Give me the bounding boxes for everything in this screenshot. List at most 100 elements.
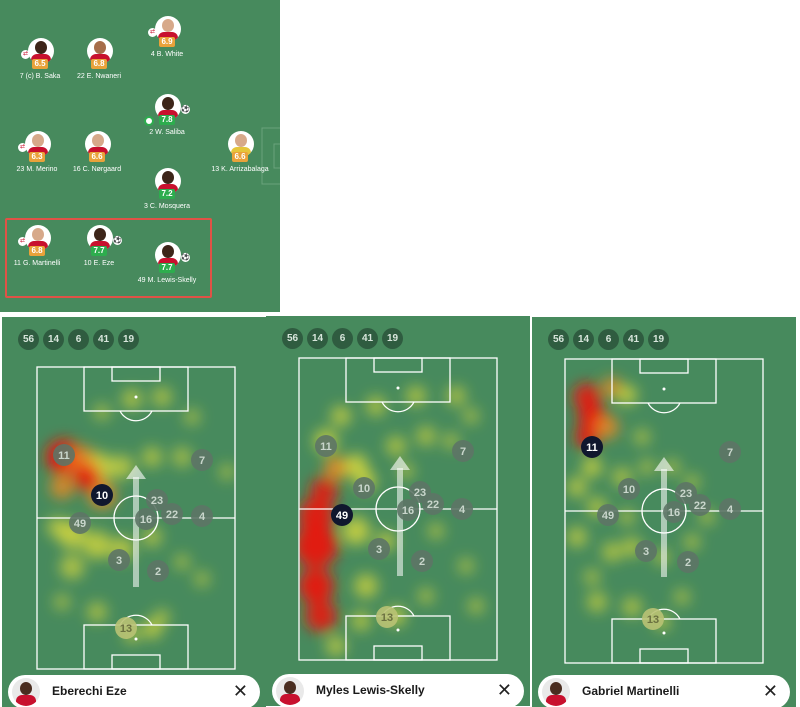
filter-chip[interactable]: 6 <box>68 329 89 350</box>
filter-chip[interactable]: 56 <box>282 328 303 349</box>
heat-blob <box>54 594 70 610</box>
player-marker-13[interactable]: 13 <box>642 608 664 630</box>
close-icon[interactable]: ✕ <box>762 681 778 701</box>
heat-blob <box>305 600 337 632</box>
heat-blob <box>142 619 162 639</box>
player-rating: 6.8 <box>29 246 45 256</box>
heat-blob <box>154 609 170 625</box>
marker-circle <box>108 549 130 571</box>
marker-label: 11 <box>586 442 598 454</box>
player-marker-7[interactable]: 7 <box>452 440 474 462</box>
marker-label: 22 <box>427 499 439 511</box>
goal-area-bottom <box>639 648 689 664</box>
marker-label: 2 <box>419 556 425 568</box>
filter-chip[interactable]: 14 <box>573 329 594 350</box>
player-marker-10[interactable]: 10 <box>353 477 375 499</box>
player-marker-11[interactable]: 11 <box>315 435 337 457</box>
close-icon[interactable]: ✕ <box>232 681 248 701</box>
lineup-player-saka[interactable]: 6.5 7 (c) B. Saka ⇄ <box>0 38 95 106</box>
player-name: C. Mosquera <box>149 203 190 210</box>
player-marker-3[interactable]: 3 <box>108 549 130 571</box>
player-marker-49[interactable]: 49 <box>597 504 619 526</box>
player-number: 10 <box>83 260 92 267</box>
filter-chip[interactable]: 6 <box>598 329 619 350</box>
lineup-player-merino[interactable]: 6.3 23 M. Merino ⇄ <box>0 131 92 199</box>
marker-label: 7 <box>727 447 733 459</box>
selected-player-card[interactable]: Eberechi Eze ✕ <box>8 675 260 707</box>
player-marker-49[interactable]: 49 <box>69 512 91 534</box>
lineup-player-martinelli[interactable]: 6.8 11 G. Martinelli ⇄ <box>0 225 92 293</box>
player-marker-16[interactable]: 16 <box>135 508 157 530</box>
player-rating: 6.5 <box>32 59 48 69</box>
lineup-player-norgaard[interactable]: 6.6 16 C. Nørgaard <box>42 131 152 199</box>
player-marker-10[interactable]: 10 <box>91 484 113 506</box>
marker-label: 16 <box>140 514 152 526</box>
heat-blob <box>587 592 607 612</box>
filter-chip[interactable]: 56 <box>18 329 39 350</box>
lineup-player-mosquera[interactable]: 7.2 3 C. Mosquera <box>112 168 222 236</box>
close-icon[interactable]: ✕ <box>496 680 512 700</box>
lineup-player-nwaneri[interactable]: 6.8 22 E. Nwaneri <box>44 38 154 106</box>
player-marker-22[interactable]: 22 <box>161 503 183 525</box>
player-marker-49[interactable]: 49 <box>331 504 353 526</box>
player-label: 22 E. Nwaneri <box>44 73 154 80</box>
attack-direction-arrow <box>661 469 667 577</box>
heat-blob <box>567 477 587 497</box>
marker-label: 10 <box>96 490 108 502</box>
player-marker-22[interactable]: 22 <box>689 494 711 516</box>
player-name: B. White <box>156 51 184 58</box>
marker-circle <box>397 499 419 521</box>
player-marker-2[interactable]: 2 <box>147 560 169 582</box>
player-marker-11[interactable]: 11 <box>53 444 75 466</box>
goal-area-top <box>639 358 689 374</box>
player-marker-4[interactable]: 4 <box>451 498 473 520</box>
selected-player-card[interactable]: Myles Lewis-Skelly ✕ <box>272 674 524 706</box>
substitution-icon: ⇄ <box>18 237 27 246</box>
player-marker-4[interactable]: 4 <box>719 498 741 520</box>
player-marker-2[interactable]: 2 <box>411 550 433 572</box>
heat-blob <box>174 554 190 570</box>
filter-chip[interactable]: 19 <box>648 329 669 350</box>
marker-circle <box>91 484 113 506</box>
filter-chip[interactable]: 14 <box>43 329 64 350</box>
player-marker-7[interactable]: 7 <box>191 449 213 471</box>
selected-player-card[interactable]: Gabriel Martinelli ✕ <box>538 675 790 707</box>
heat-blob <box>617 385 637 405</box>
filter-chip[interactable]: 19 <box>382 328 403 349</box>
lineup-pitch-markings <box>261 127 280 185</box>
player-marker-16[interactable]: 16 <box>397 499 419 521</box>
player-marker-2[interactable]: 2 <box>677 551 699 573</box>
player-marker-10[interactable]: 10 <box>618 478 640 500</box>
lineup-player-eze[interactable]: 7.7 10 E. Eze ⚽ <box>44 225 154 293</box>
player-marker-7[interactable]: 7 <box>719 441 741 463</box>
player-marker-16[interactable]: 16 <box>663 501 685 523</box>
penalty-arc-top <box>647 402 681 414</box>
player-marker-4[interactable]: 4 <box>191 505 213 527</box>
player-marker-11[interactable]: 11 <box>581 436 603 458</box>
filter-chip[interactable]: 14 <box>307 328 328 349</box>
lineup-player-arrizabalaga[interactable]: 6.6 13 K. Arrizabalaga <box>185 131 280 199</box>
marker-label: 4 <box>459 504 466 516</box>
marker-label: 3 <box>116 555 122 567</box>
player-marker-22[interactable]: 22 <box>422 493 444 515</box>
player-marker-13[interactable]: 13 <box>376 606 398 628</box>
player-name: W. Saliba <box>155 129 185 136</box>
lineup-player-lewis-skelly[interactable]: 7.7 49 M. Lewis-Skelly ⚽ <box>112 242 222 310</box>
filter-chip[interactable]: 41 <box>93 329 114 350</box>
player-marker-3[interactable]: 3 <box>635 540 657 562</box>
filter-chip[interactable]: 41 <box>623 329 644 350</box>
player-marker-3[interactable]: 3 <box>368 538 390 560</box>
player-marker-13[interactable]: 13 <box>115 617 137 639</box>
player-marker-23[interactable]: 23 <box>146 489 168 511</box>
lineup-player-saliba[interactable]: 7.8 2 W. Saliba ⚽ <box>112 94 222 162</box>
filter-chip[interactable]: 19 <box>118 329 139 350</box>
filter-chip[interactable]: 41 <box>357 328 378 349</box>
filter-chip[interactable]: 56 <box>548 329 569 350</box>
goal-area-bottom <box>111 654 161 670</box>
player-rating: 7.2 <box>159 189 175 199</box>
filter-chip[interactable]: 6 <box>332 328 353 349</box>
player-number: 3 <box>144 203 148 210</box>
lineup-player-white[interactable]: 6.9 4 B. White ⇄ <box>112 16 222 84</box>
arrow-head-icon <box>654 457 674 471</box>
